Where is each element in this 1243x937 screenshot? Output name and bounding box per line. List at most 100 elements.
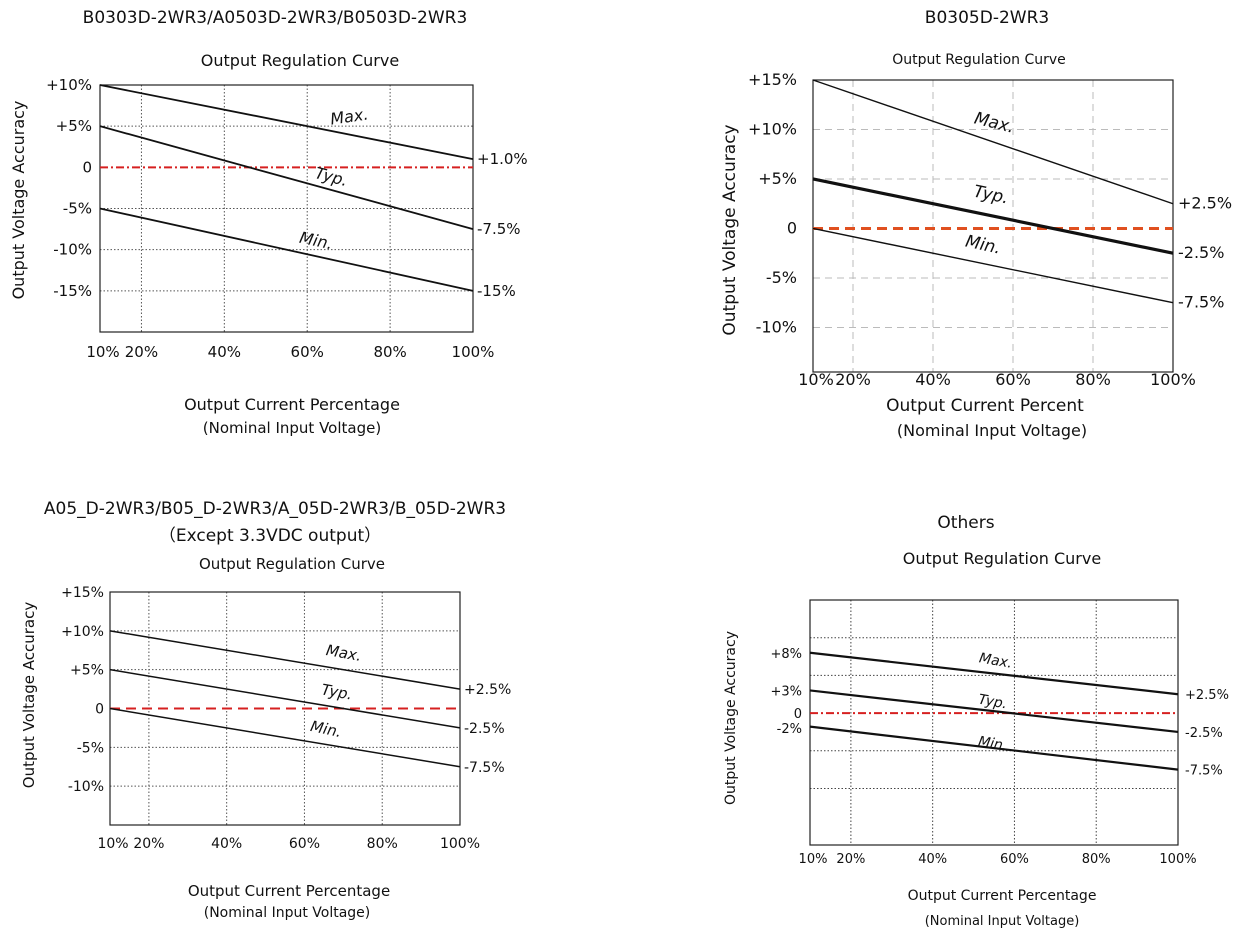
x-tick-label: 40% [918,852,947,867]
end-value-label: -7.5% [477,220,521,238]
y-axis-title: Output Voltage Accuracy [20,602,38,789]
series-line-max [812,79,1174,205]
series-label: Max. [325,641,363,665]
y-axis-title: Output Voltage Accuracy [9,101,28,300]
chart-panel-3: A05_D-2WR3/B05_D-2WR3/A_05D-2WR3/B_05D-2… [20,499,511,921]
x-tick-label: 60% [289,836,320,852]
x-axis-subtitle: (Nominal Input Voltage) [204,905,371,921]
x-tick-label: 60% [291,343,324,361]
series-line-typ [809,689,1179,734]
chart-panel-1: B0303D-2WR3/A0503D-2WR3/B0503D-2WR3 Outpu… [9,8,528,437]
series-line-min [809,725,1179,771]
y-tick-label: 0 [787,218,797,237]
y-axis-title: Output Voltage Accuracy [720,124,740,335]
x-tick-label: 40% [915,370,951,389]
end-value-label: +2.5% [464,682,511,698]
plot-title: Output Regulation Curve [903,549,1101,568]
y-tick-label: +10% [748,119,797,138]
plot-title: Output Regulation Curve [201,51,399,70]
x-tick-label: 10% [97,836,128,852]
x-tick-label: 60% [1000,852,1029,867]
end-value-label: +2.5% [1178,194,1232,213]
chart-panel-2: B0305D-2WR3 Output Regulation Curve Max. +2… [720,8,1232,440]
x-tick-label: 20% [125,343,158,361]
y-tick-label: +10% [46,76,92,94]
x-axis-subtitle: (Nominal Input Voltage) [925,914,1080,929]
x-tick-label: 100% [1150,370,1196,389]
end-value-label: -2.5% [464,721,505,737]
series-label: Max. [329,104,369,128]
x-tick-label: 100% [440,836,480,852]
x-tick-label: 80% [1082,852,1111,867]
end-value-label: -7.5% [1185,764,1223,779]
plot-title: Output Regulation Curve [892,52,1066,68]
x-tick-label: 20% [133,836,164,852]
chart-heading: Others [937,513,994,533]
series-label: Max. [972,109,1016,138]
x-axis-title: Output Current Percentage [188,882,390,900]
y-tick-label: 0 [794,707,802,722]
series-label: Min. [964,232,1003,259]
series-label: Typ. [972,182,1011,209]
series-label: Max. [978,650,1014,672]
chart-heading: A05_D-2WR3/B05_D-2WR3/A_05D-2WR3/B_05D-2… [44,499,506,519]
x-tick-label: 80% [373,343,406,361]
y-tick-label: +5% [758,169,797,188]
series-label: Typ. [977,692,1008,713]
y-tick-label: -10% [68,779,104,795]
y-tick-label: -15% [53,282,92,300]
y-tick-label: +5% [70,663,104,679]
x-axis-title: Output Current Percentage [184,395,400,414]
chart-heading: B0303D-2WR3/A0503D-2WR3/B0503D-2WR3 [83,8,468,28]
x-tick-label: 80% [1075,370,1111,389]
y-tick-label: +15% [61,585,104,601]
y-tick-label: -10% [53,241,92,259]
x-tick-label: 10% [798,370,834,389]
y-tick-label: 0 [95,702,104,718]
series-label: Min. [977,734,1009,755]
series-label: Typ. [320,681,354,704]
x-tick-label: 100% [452,343,495,361]
x-tick-label: 20% [836,852,865,867]
x-tick-label: 40% [208,343,241,361]
series-line-max [99,84,474,160]
end-value-label: -7.5% [464,760,505,776]
series-line-typ [99,125,474,230]
x-tick-label: 10% [799,852,828,867]
plot-title: Output Regulation Curve [199,555,385,573]
end-value-label: -7.5% [1178,293,1224,312]
y-tick-label: -5% [77,740,104,756]
y-tick-label: -5% [63,200,92,218]
end-value-label: -15% [477,282,516,300]
series-line-typ [812,177,1174,255]
series-line-typ [109,668,461,729]
end-value-label: -2.5% [1178,243,1224,262]
chart-panel-4: Others Output Regulation Curve Max. +2.5% Ty… [723,513,1229,929]
x-tick-label: 10% [86,343,119,361]
end-value-label: +2.5% [1185,688,1229,703]
series-label: Min. [309,717,343,741]
y-tick-label: 0 [82,158,92,176]
x-axis-subtitle: (Nominal Input Voltage) [203,419,381,437]
plot-frame [812,79,1174,373]
series-line-min [99,207,474,292]
end-value-label: -2.5% [1185,726,1223,741]
series-line-min [109,707,461,768]
series-line-max [809,651,1179,696]
y-tick-label: +10% [61,624,104,640]
y-tick-label: -5% [766,268,797,287]
x-axis-title: Output Current Percent [886,396,1084,416]
y-axis-title: Output Voltage Accuracy [723,631,739,805]
x-axis-subtitle: (Nominal Input Voltage) [897,421,1087,440]
y-tick-label: -2% [777,722,802,737]
y-tick-label: +8% [770,647,802,662]
chart-heading: B0305D-2WR3 [925,8,1049,28]
end-value-label: +1.0% [477,150,528,168]
chart-heading-note: （Except 3.3VDC output） [159,526,381,546]
plot-frame [809,599,1179,846]
series-line-max [109,630,461,690]
x-tick-label: 80% [367,836,398,852]
y-tick-label: -10% [756,317,797,336]
x-tick-label: 60% [995,370,1031,389]
